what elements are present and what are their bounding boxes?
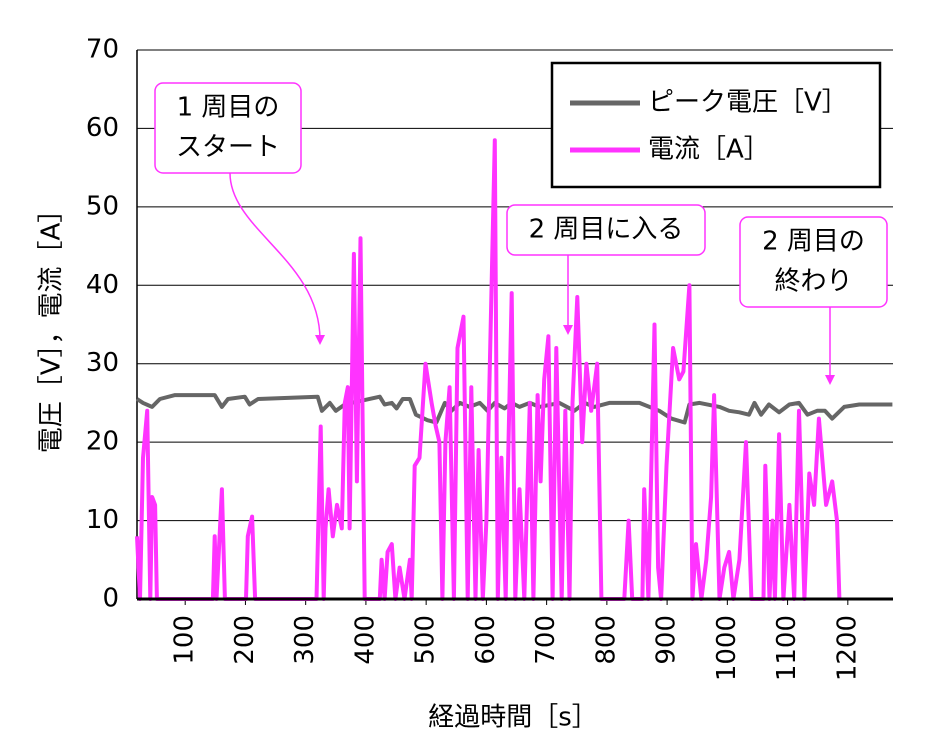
x-tick-label: 1100 xyxy=(772,615,802,681)
annotation-arrowhead xyxy=(563,325,573,335)
legend-label: ピーク電圧［V］ xyxy=(648,88,848,118)
y-tick-label: 40 xyxy=(86,270,119,300)
x-tick-label: 700 xyxy=(531,615,561,665)
annotation-text: 1 周目の xyxy=(177,93,280,123)
annotation-box xyxy=(154,82,302,174)
annotation-arrowhead xyxy=(825,375,835,385)
legend-label: 電流［A］ xyxy=(648,135,770,165)
series-line xyxy=(135,393,893,425)
annotation-arrowhead xyxy=(315,335,325,345)
annotation-text: 2 周目に入る xyxy=(529,215,684,245)
annotation-arrow xyxy=(229,172,321,341)
y-tick-label: 50 xyxy=(86,191,119,221)
annotation-text: 終わり xyxy=(774,267,852,297)
x-tick-label: 1000 xyxy=(712,615,742,681)
y-tick-label: 70 xyxy=(86,35,119,65)
y-axis-label: 電圧［V］，電流［A］ xyxy=(37,197,67,454)
annotation-box xyxy=(739,216,888,308)
x-tick-label: 400 xyxy=(350,615,380,665)
y-tick-label: 60 xyxy=(86,113,119,143)
annotation-text: 2 周目の xyxy=(762,227,865,257)
x-tick-label: 900 xyxy=(652,615,682,665)
x-tick-label: 600 xyxy=(471,615,501,665)
legend-box xyxy=(550,61,882,189)
x-tick-label: 200 xyxy=(230,615,260,665)
y-tick-label: 10 xyxy=(86,505,119,535)
x-tick-label: 1200 xyxy=(832,615,862,681)
x-tick-label: 800 xyxy=(591,615,621,665)
y-tick-label: 20 xyxy=(86,427,119,457)
series-line xyxy=(135,138,842,601)
y-tick-label: 30 xyxy=(86,348,119,378)
x-tick-label: 100 xyxy=(170,615,200,665)
x-tick-label: 500 xyxy=(411,615,441,665)
annotation-text: スタート xyxy=(176,133,280,163)
annotation-box xyxy=(506,204,706,256)
x-axis-label: 経過時間［s］ xyxy=(428,703,598,733)
x-tick-label: 300 xyxy=(290,615,320,665)
y-tick-label: 0 xyxy=(102,584,119,614)
